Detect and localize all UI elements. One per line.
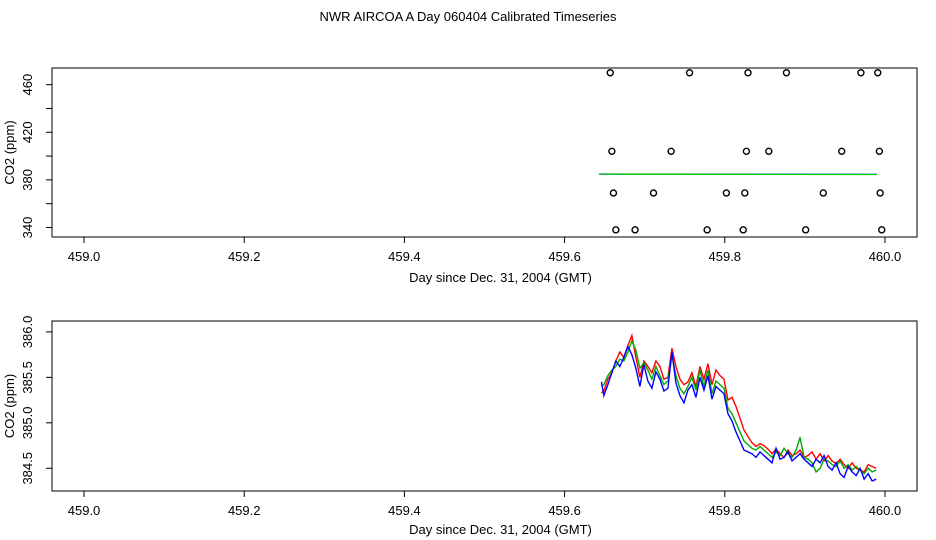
top-y-axis-title: CO2 (ppm) (2, 120, 17, 184)
bottom-x-tick-label: 459.4 (388, 503, 421, 518)
bottom-x-tick-label: 460.0 (869, 503, 902, 518)
top-data-point (739, 226, 747, 234)
top-y-tick-label: 340 (20, 217, 35, 239)
top-data-point (722, 189, 731, 197)
bottom-x-tick-label: 459.0 (68, 503, 101, 518)
top-data-point (685, 69, 694, 77)
top-x-tick-label: 459.8 (709, 249, 742, 264)
top-plot-frame (51, 67, 918, 238)
top-data-point (857, 69, 865, 77)
top-data-point (608, 147, 616, 156)
top-data-point (649, 189, 658, 197)
top-x-tick-label: 459.2 (228, 249, 261, 264)
top-data-point (875, 147, 884, 156)
top-data-point (741, 189, 749, 197)
page-title: NWR AIRCOA A Day 060404 Calibrated Times… (319, 9, 617, 24)
bottom-y-axis-title: CO2 (ppm) (2, 374, 17, 438)
bottom-plot-frame (51, 320, 918, 492)
top-y-tick-label: 460 (20, 74, 35, 96)
top-data-point (612, 226, 620, 234)
top-data-point (878, 226, 886, 234)
top-y-tick-label: 420 (20, 121, 35, 143)
top-y-tick-label: 380 (20, 169, 35, 191)
top-data-point (838, 147, 846, 156)
top-data-point (703, 226, 711, 234)
bottom-x-tick-label: 459.8 (709, 503, 742, 518)
bottom-y-tick-label: 386.0 (20, 316, 35, 349)
top-data-point (744, 69, 752, 77)
top-data-point (667, 147, 675, 156)
top-x-tick-label: 460.0 (869, 249, 902, 264)
bottom-x-tick-label: 459.2 (228, 503, 261, 518)
bottom-y-tick-label: 385.5 (20, 361, 35, 394)
bottom-series-line (601, 339, 877, 475)
bottom-y-tick-label: 384.5 (20, 452, 35, 485)
top-x-tick-label: 459.4 (388, 249, 421, 264)
bottom-x-tick-label: 459.6 (548, 503, 581, 518)
top-x-tick-label: 459.6 (548, 249, 581, 264)
top-data-point (782, 69, 791, 77)
bottom-series-line (601, 333, 877, 473)
top-data-point (765, 147, 773, 156)
top-data-point (742, 147, 751, 156)
bottom-y-tick-label: 385.0 (20, 407, 35, 440)
top-data-point (606, 69, 614, 77)
top-data-point (609, 189, 618, 197)
top-data-point (631, 226, 639, 234)
top-data-point (874, 69, 882, 77)
top-x-axis-title: Day since Dec. 31, 2004 (GMT) (409, 270, 592, 285)
top-x-tick-label: 459.0 (68, 249, 101, 264)
top-data-point (876, 189, 884, 197)
bottom-series-line (600, 344, 877, 482)
top-data-point (819, 189, 827, 197)
top-data-point (801, 226, 810, 234)
bottom-x-axis-title: Day since Dec. 31, 2004 (GMT) (409, 522, 592, 537)
